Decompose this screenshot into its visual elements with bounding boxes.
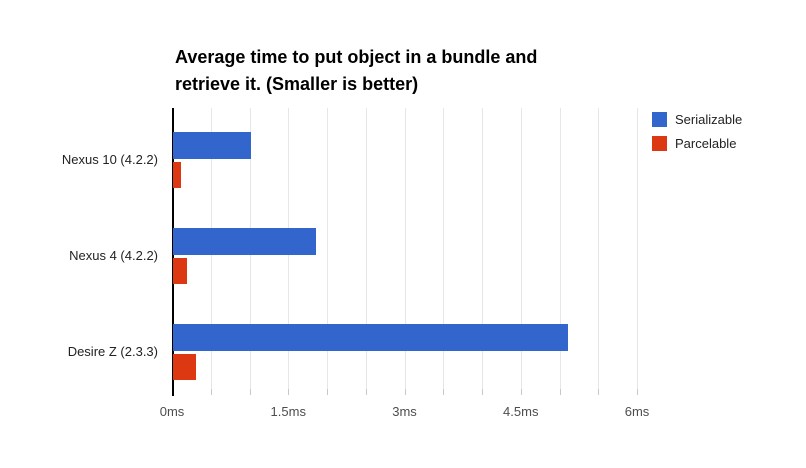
- gridline: [404, 108, 406, 389]
- legend-swatch-serializable: [652, 112, 667, 127]
- plot-area: [172, 108, 638, 396]
- x-tick-label: 3ms: [392, 404, 417, 419]
- x-tick-label: 6ms: [624, 404, 650, 419]
- chart-title-line-2: retrieve it. (Smaller is better): [175, 74, 419, 94]
- x-tick: [637, 389, 638, 395]
- legend-swatch-parcelable: [652, 136, 667, 151]
- legend-label: Parcelable: [675, 136, 737, 151]
- x-tick-label: 0ms: [159, 404, 185, 419]
- category-label: Desire Z (2.3.3): [67, 344, 158, 359]
- x-tick: [443, 389, 445, 395]
- chart-title: Average time to put object in a bundle a…: [175, 44, 537, 98]
- x-tick: [365, 389, 367, 395]
- gridline: [637, 108, 638, 389]
- gridline: [520, 108, 522, 389]
- x-tick: [327, 389, 328, 395]
- x-tick: [520, 389, 522, 395]
- x-tick: [249, 389, 251, 395]
- x-tick: [598, 389, 600, 395]
- legend: Serializable Parcelable: [652, 112, 742, 151]
- bar-parcelable: [173, 354, 197, 380]
- chart-title-line-1: Average time to put object in a bundle a…: [175, 47, 538, 67]
- gridline: [443, 108, 445, 389]
- bar-serializable: [173, 324, 569, 351]
- category-label: Nexus 4 (4.2.2): [69, 248, 158, 263]
- x-tick: [482, 389, 483, 395]
- gridline: [482, 108, 483, 389]
- legend-item: Parcelable: [652, 136, 742, 151]
- bar-serializable: [173, 132, 251, 159]
- legend-item: Serializable: [652, 112, 742, 127]
- gridline: [365, 108, 367, 389]
- x-tick: [210, 389, 212, 395]
- x-tick: [404, 389, 406, 395]
- bar-serializable: [173, 228, 317, 255]
- bar-parcelable: [173, 258, 187, 284]
- x-tick: [559, 389, 561, 395]
- gridline: [327, 108, 328, 389]
- gridline: [598, 108, 600, 389]
- x-tick: [288, 389, 290, 395]
- x-tick-label: 4.5ms: [503, 404, 539, 419]
- x-tick-label: 1.5ms: [270, 404, 306, 419]
- category-label: Nexus 10 (4.2.2): [61, 152, 158, 167]
- gridline: [559, 108, 561, 389]
- bar-parcelable: [173, 162, 181, 188]
- legend-label: Serializable: [675, 112, 743, 127]
